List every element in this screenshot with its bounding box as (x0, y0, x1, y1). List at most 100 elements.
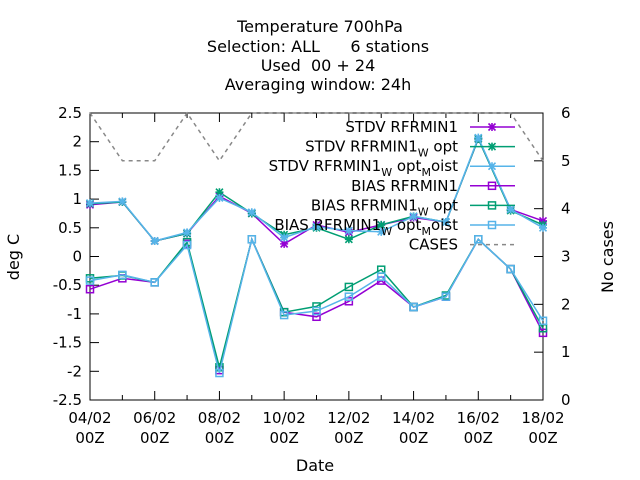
data-point-star (85, 199, 95, 208)
y-tick-label: -2 (67, 362, 82, 380)
legend-subscript: M (421, 166, 431, 179)
legend-name: STDV RFRMIN1 (345, 118, 458, 136)
x-tick-label-time: 00Z (140, 429, 169, 447)
data-point-star (487, 122, 497, 132)
legend-tail: oist (431, 157, 458, 175)
series-6 (85, 235, 548, 378)
legend-label: STDV RFRMIN1 (345, 118, 458, 136)
y-tick-label: 0 (72, 248, 82, 266)
data-point-square (441, 292, 451, 301)
title-line-2: Selection: ALL 6 stations (207, 37, 429, 56)
y-tick-label: 1 (72, 190, 82, 208)
y-tick-label: -2.5 (53, 391, 82, 409)
y2-tick-label: 2 (561, 295, 571, 313)
legend-tail: opt (392, 216, 421, 234)
legend-subscript: M (421, 225, 431, 238)
data-point-square (487, 201, 497, 210)
series-3 (85, 133, 548, 246)
data-point-square (538, 328, 548, 338)
legend-subscript: W (418, 147, 429, 160)
legend-name: BIAS RFRMIN1 (351, 177, 458, 195)
data-point-square (344, 297, 354, 306)
data-point-square (85, 276, 95, 285)
x-tick-label-date: 16/02 (457, 409, 500, 427)
y2-tick-label: 4 (561, 200, 571, 218)
data-point-star (487, 142, 497, 151)
data-point-star (474, 133, 483, 142)
data-point-star (215, 188, 224, 197)
data-point-square (85, 284, 95, 294)
data-point-star (312, 222, 321, 231)
y-tick-label: 0.5 (58, 219, 82, 237)
title-line-3: Used 00 + 24 (261, 56, 376, 75)
chart-title: Temperature 700hPa Selection: ALL 6 stat… (207, 17, 429, 94)
x-axis-label: Date (296, 456, 334, 475)
y-tick-label: -0.5 (53, 276, 82, 294)
data-point-square (182, 240, 192, 250)
legend-tail: opt (392, 157, 421, 175)
legend-label: STDV RFRMIN1W optMoist (269, 157, 459, 179)
data-point-star (344, 235, 353, 244)
title-line-4: Averaging window: 24h (225, 75, 412, 94)
series-line (89, 236, 544, 374)
y2-tick-label: 3 (561, 248, 571, 266)
legend-tail: oist (431, 216, 458, 234)
data-point-square (344, 292, 354, 301)
y-tick-label: 2.5 (58, 104, 82, 122)
x-tick-label-date: 14/02 (392, 409, 435, 427)
series-line (89, 236, 544, 371)
data-point-square (487, 181, 497, 191)
legend-name: BIAS RFRMIN1 (274, 216, 381, 234)
y2-tick-label: 0 (561, 391, 571, 409)
x-tick-label-time: 00Z (464, 429, 493, 447)
data-point-star (150, 236, 159, 246)
series-4 (85, 235, 548, 375)
data-point-square (487, 220, 497, 230)
legend-name: STDV RFRMIN1 (305, 138, 418, 156)
x-tick-label-date: 08/02 (198, 409, 241, 427)
x-tick-label-date: 06/02 (133, 409, 176, 427)
data-point-square (409, 302, 418, 312)
title-line-1: Temperature 700hPa (236, 17, 403, 36)
legend-subscript: W (381, 166, 392, 179)
data-point-star (344, 226, 353, 235)
y2-axis-label: No cases (598, 221, 617, 293)
y-tick-label: 1.5 (58, 161, 82, 179)
legend-subscript: W (381, 225, 392, 238)
data-point-square (312, 306, 321, 316)
axes-ticks: 2.5 2 1.5 1 0.5 0 -0.5 -1 -1.5 -2 -2.5 6 5 4 3 2 1 0 04/02… (53, 104, 571, 447)
data-point-star (183, 228, 192, 237)
legend-tail: opt (429, 196, 458, 214)
x-tick-label-date: 12/02 (327, 409, 370, 427)
data-point-square (118, 270, 127, 280)
data-point-star (409, 212, 418, 221)
data-point-star (506, 205, 515, 214)
x-tick-label-date: 04/02 (68, 409, 111, 427)
x-tick-label-time: 00Z (399, 429, 428, 447)
y2-tick-label: 5 (561, 152, 571, 170)
data-point-square (279, 310, 289, 320)
y-tick-label: 2 (72, 133, 82, 151)
y-axis-label: deg C (4, 234, 23, 280)
data-point-star (215, 193, 224, 203)
legend-name: BIAS RFRMIN1 (311, 196, 418, 214)
data-point-star (441, 217, 450, 227)
legend-label: BIAS RFRMIN1W optMoist (274, 216, 458, 238)
x-tick-label-time: 00Z (75, 429, 104, 447)
data-point-square (538, 316, 548, 326)
x-tick-label-time: 00Z (269, 429, 298, 447)
x-tick-label-time: 00Z (205, 429, 234, 447)
data-point-square (150, 278, 159, 287)
legend-label: CASES (409, 236, 458, 254)
plot-frame (89, 112, 544, 401)
data-point-star (538, 223, 548, 232)
data-point-star (118, 197, 127, 206)
y2-tick-label: 1 (561, 343, 571, 361)
x-tick-label-date: 18/02 (521, 409, 564, 427)
data-point-star (280, 233, 289, 242)
legend-label: BIAS RFRMIN1W opt (311, 196, 458, 218)
legend-tail: opt (429, 138, 458, 156)
data-point-star (538, 216, 548, 225)
